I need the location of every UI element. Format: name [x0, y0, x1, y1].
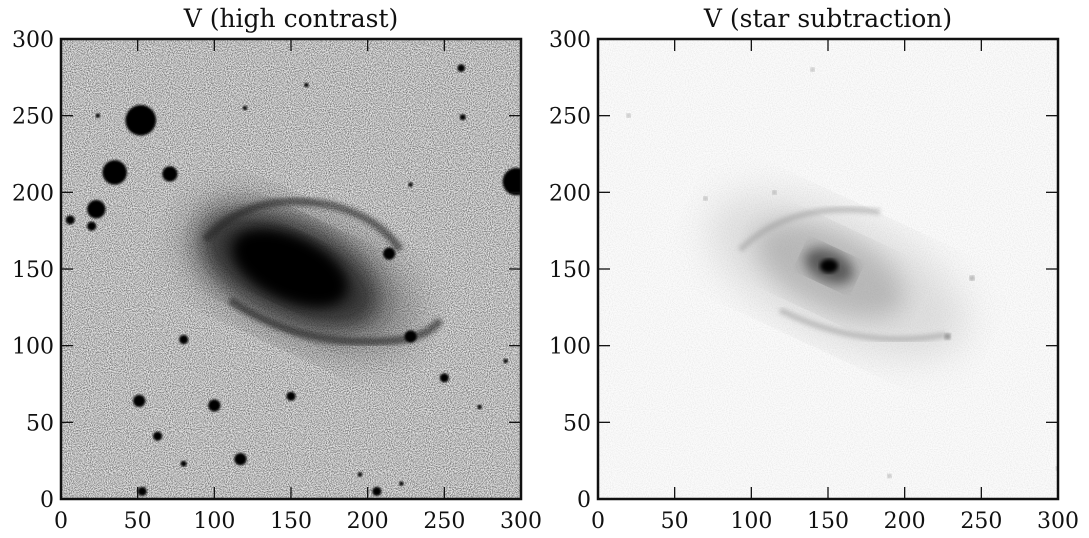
y-tick-label: 100	[12, 335, 54, 360]
star	[234, 453, 247, 466]
x-tick-label: 100	[730, 509, 772, 534]
panel-high-contrast: V (high contrast) 0 50 100 150 200 250 300 0 50 1…	[12, 4, 542, 534]
y-tick-label: 300	[549, 28, 591, 53]
x-tick-label: 300	[1037, 509, 1079, 534]
panel-title: V (high contrast)	[183, 4, 399, 33]
star	[969, 275, 975, 281]
star	[459, 114, 466, 121]
star	[772, 190, 777, 195]
star	[180, 460, 187, 467]
panel-title: V (star subtraction)	[703, 4, 952, 33]
x-tick-label: 0	[591, 509, 605, 534]
star	[372, 486, 382, 496]
star	[810, 67, 815, 72]
x-tick-label: 200	[347, 509, 389, 534]
star	[503, 358, 508, 364]
star	[887, 474, 892, 478]
x-tick-label: 0	[54, 509, 68, 534]
star	[87, 221, 97, 231]
x-tick-label: 250	[423, 509, 465, 534]
x-tick-label: 150	[807, 509, 849, 534]
star	[125, 104, 157, 136]
axes: 0 50 100 150 200 250 300 0 50 100 150 200 250 300	[549, 28, 1079, 534]
y-tick-label: 200	[549, 181, 591, 206]
star	[408, 182, 413, 187]
star	[133, 394, 146, 407]
galaxy-image	[61, 39, 521, 499]
y-tick-label: 150	[12, 258, 54, 283]
y-tick-label: 250	[12, 105, 54, 130]
star	[404, 330, 417, 343]
star	[383, 247, 396, 260]
axes: 0 50 100 150 200 250 300 0 50 100 150 200 250 300	[12, 28, 542, 534]
star	[399, 481, 404, 486]
y-tick-label: 200	[12, 181, 54, 206]
star	[95, 113, 101, 118]
star	[457, 64, 466, 72]
x-tick-label: 300	[500, 509, 542, 534]
y-tick-label: 300	[12, 28, 54, 53]
star	[242, 105, 248, 111]
star-field	[65, 64, 521, 496]
star	[153, 431, 163, 441]
star	[65, 215, 75, 225]
star	[304, 82, 309, 88]
star	[626, 113, 631, 118]
y-tick-label: 250	[549, 105, 591, 130]
star	[439, 373, 449, 383]
star-field	[626, 67, 1058, 478]
star	[944, 333, 951, 340]
star	[477, 404, 482, 410]
star	[102, 160, 127, 185]
star	[703, 196, 708, 201]
star	[208, 399, 221, 412]
y-tick-label: 0	[40, 488, 54, 513]
y-tick-label: 150	[549, 258, 591, 283]
star	[286, 391, 296, 401]
y-tick-label: 100	[549, 335, 591, 360]
x-tick-label: 250	[960, 509, 1002, 534]
x-tick-label: 150	[270, 509, 312, 534]
star	[162, 166, 178, 182]
star	[87, 200, 106, 219]
y-tick-label: 0	[577, 488, 591, 513]
x-tick-label: 100	[193, 509, 235, 534]
x-tick-label: 200	[884, 509, 926, 534]
star	[357, 472, 363, 477]
galaxy-image	[598, 39, 1058, 499]
panel-star-subtraction: V (star subtraction) 0 50 100 150 200 250 3000…	[549, 4, 1079, 534]
star	[502, 167, 521, 196]
star	[137, 486, 147, 496]
y-tick-label: 50	[563, 411, 591, 436]
x-tick-label: 50	[124, 509, 152, 534]
star	[179, 334, 189, 345]
y-tick-label: 50	[26, 411, 54, 436]
x-tick-label: 50	[661, 509, 689, 534]
